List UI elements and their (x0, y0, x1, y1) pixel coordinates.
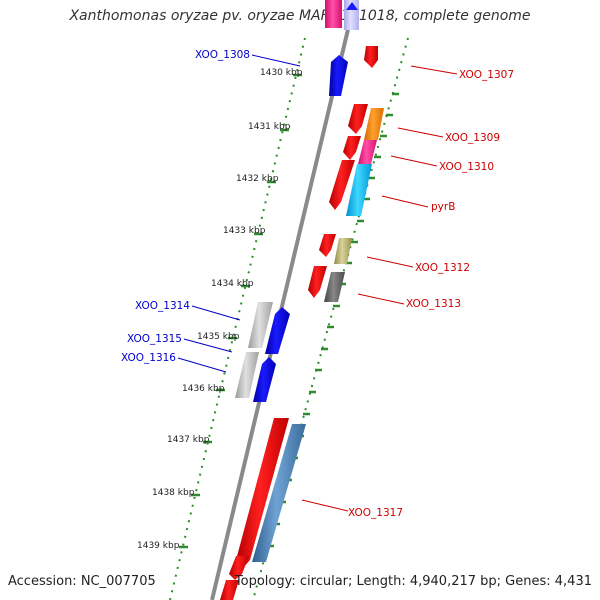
gene-xoo-1309 (364, 108, 384, 140)
gene-red-c (329, 160, 355, 210)
gene-label-xoo-1309: XOO_1309 (445, 132, 500, 144)
kbp-label: 1431 kbp (248, 122, 291, 132)
kbp-label: 1433 kbp (223, 226, 266, 236)
gene-xoo-1312 (334, 238, 352, 264)
kbp-labels: 1430 kbp 1431 kbp 1432 kbp 1433 kbp 1434… (137, 68, 303, 551)
gene-label-pyrb: pyrB (431, 201, 455, 213)
gene-red-bottom-b (220, 580, 239, 600)
gene-blue-small (253, 357, 276, 402)
kbp-label: 1436 kbp (182, 384, 225, 394)
gene-red-b (343, 136, 361, 160)
gene-label-xoo-1307: XOO_1307 (459, 69, 514, 81)
gene-red-d (319, 234, 336, 257)
gene-xoo-1316 (235, 352, 259, 398)
gene-label-xoo-1314: XOO_1314 (135, 300, 190, 312)
gene-labels: XOO_1308 XOO_1307 XOO_1309 XOO_1310 pyrB… (121, 49, 514, 519)
gene-xoo-1314 (248, 302, 273, 348)
genome-backbone (210, 0, 357, 600)
gene-xoo-1308 (329, 55, 348, 96)
gene-xoo-1307 (364, 46, 378, 68)
kbp-label: 1430 kbp (260, 68, 303, 78)
kbp-label: 1432 kbp (236, 174, 279, 184)
gene-label-xoo-1312: XOO_1312 (415, 262, 470, 274)
gene-label-xoo-1313: XOO_1313 (406, 298, 461, 310)
gene-label-xoo-1308: XOO_1308 (195, 49, 250, 61)
kbp-label: 1439 kbp (137, 541, 180, 551)
outer-dotted-scale (252, 37, 409, 600)
gene-pyrb (346, 164, 372, 216)
gene-xoo-1313 (324, 272, 345, 302)
gene-xoo-1310 (358, 140, 377, 164)
gene-label-xoo-1310: XOO_1310 (439, 161, 494, 173)
gene-red-e (308, 266, 327, 298)
kbp-label: 1435 kbp (197, 332, 240, 342)
gene-top-pink (325, 0, 342, 28)
forward-connectors (177, 54, 301, 373)
kbp-label: 1437 kbp (167, 435, 210, 445)
reverse-connectors (301, 65, 458, 512)
genome-stats-text: Topology: circular; Length: 4,940,217 bp… (234, 574, 592, 589)
gene-xoo-1315 (265, 307, 290, 354)
kbp-label: 1438 kbp (152, 488, 195, 498)
gene-label-xoo-1317: XOO_1317 (348, 507, 403, 519)
gene-red-a (348, 104, 368, 134)
accession-text: Accession: NC_007705 (8, 574, 156, 589)
kbp-label: 1434 kbp (211, 279, 254, 289)
gene-label-xoo-1316: XOO_1316 (121, 352, 176, 364)
gene-label-xoo-1315: XOO_1315 (127, 333, 182, 345)
gene-xoo-1317 (252, 424, 306, 562)
gene-top-blue (346, 2, 358, 10)
gene-red-bottom-a (229, 556, 249, 580)
map-title: Xanthomonas oryzae pv. oryzae MAFF 31101… (69, 8, 531, 24)
gene-red-large-left (236, 418, 289, 568)
inner-scale-ticks (179, 73, 302, 549)
